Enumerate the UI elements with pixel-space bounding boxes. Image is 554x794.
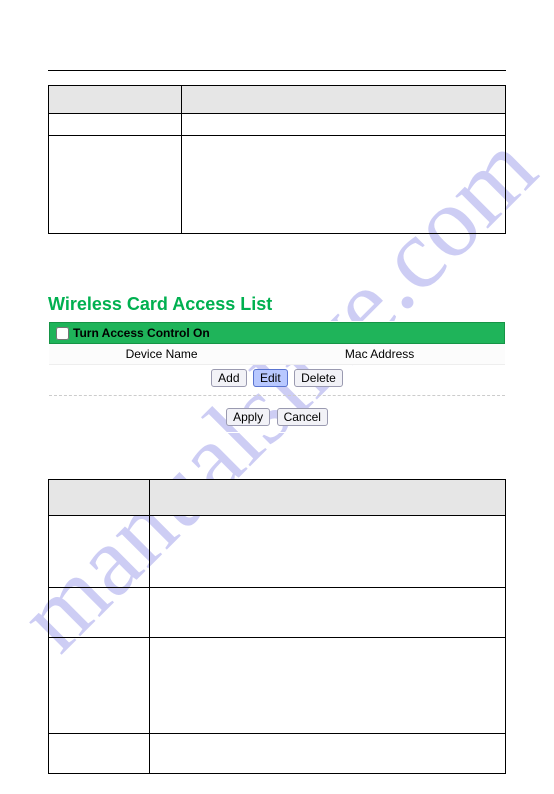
access-control-label: Turn Access Control On	[73, 326, 210, 340]
table-row	[49, 734, 506, 774]
delete-button[interactable]: Delete	[294, 369, 343, 387]
column-mac-address: Mac Address	[254, 347, 505, 361]
table-row	[49, 516, 506, 588]
access-control-checkbox[interactable]	[56, 327, 69, 340]
table-row	[49, 136, 506, 234]
upper-table	[48, 85, 506, 234]
row-action-buttons: Add Edit Delete	[49, 365, 505, 393]
dashed-separator	[49, 395, 505, 396]
table-row	[49, 114, 506, 136]
table-row	[49, 588, 506, 638]
section-title: Wireless Card Access List	[48, 294, 506, 315]
column-device-name: Device Name	[49, 347, 254, 361]
edit-button[interactable]: Edit	[253, 369, 288, 387]
access-control-toggle-bar: Turn Access Control On	[49, 322, 505, 344]
table-row	[49, 86, 506, 114]
form-action-buttons: Apply Cancel	[49, 404, 505, 432]
column-headers: Device Name Mac Address	[49, 344, 505, 365]
apply-button[interactable]: Apply	[226, 408, 270, 426]
cancel-button[interactable]: Cancel	[277, 408, 328, 426]
top-rule	[48, 70, 506, 71]
access-control-panel: Turn Access Control On Device Name Mac A…	[48, 321, 506, 433]
page-container: Wireless Card Access List Turn Access Co…	[0, 0, 554, 794]
table-row	[49, 638, 506, 734]
lower-table	[48, 479, 506, 774]
table-row	[49, 480, 506, 516]
add-button[interactable]: Add	[211, 369, 246, 387]
